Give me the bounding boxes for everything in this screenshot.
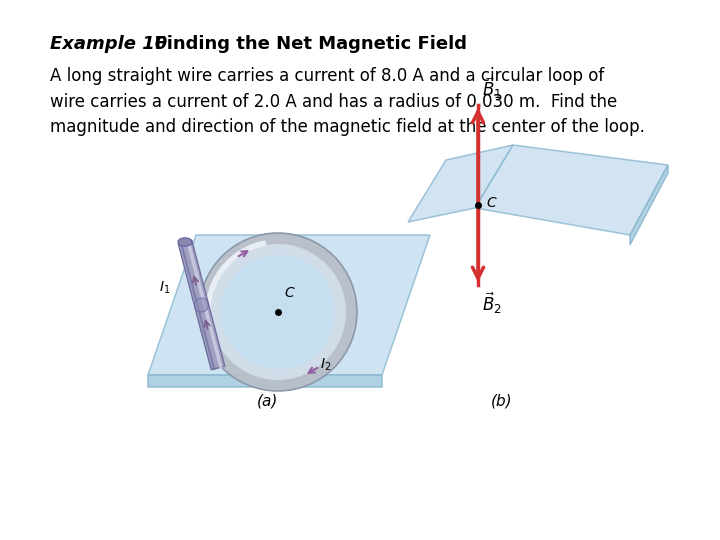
Ellipse shape xyxy=(210,244,346,380)
Text: Example 10: Example 10 xyxy=(50,35,167,53)
Text: $I_1$: $I_1$ xyxy=(158,280,170,296)
Polygon shape xyxy=(630,165,668,245)
Polygon shape xyxy=(148,375,382,387)
Ellipse shape xyxy=(199,233,357,391)
Text: $\vec{B}_1$: $\vec{B}_1$ xyxy=(482,76,502,101)
Text: Finding the Net Magnetic Field: Finding the Net Magnetic Field xyxy=(142,35,467,53)
Ellipse shape xyxy=(221,255,335,369)
Polygon shape xyxy=(148,235,430,375)
Text: $\vec{B}_2$: $\vec{B}_2$ xyxy=(482,291,502,316)
Text: C: C xyxy=(486,196,496,210)
Text: (b): (b) xyxy=(491,393,513,408)
Ellipse shape xyxy=(178,238,192,246)
Polygon shape xyxy=(475,145,668,235)
Text: (a): (a) xyxy=(257,393,279,408)
Text: C: C xyxy=(284,286,294,300)
Text: A long straight wire carries a current of 8.0 A and a circular loop of
wire carr: A long straight wire carries a current o… xyxy=(50,67,645,137)
Text: $I_2$: $I_2$ xyxy=(320,357,331,373)
Polygon shape xyxy=(179,240,225,370)
Ellipse shape xyxy=(194,298,209,312)
Polygon shape xyxy=(408,145,513,222)
